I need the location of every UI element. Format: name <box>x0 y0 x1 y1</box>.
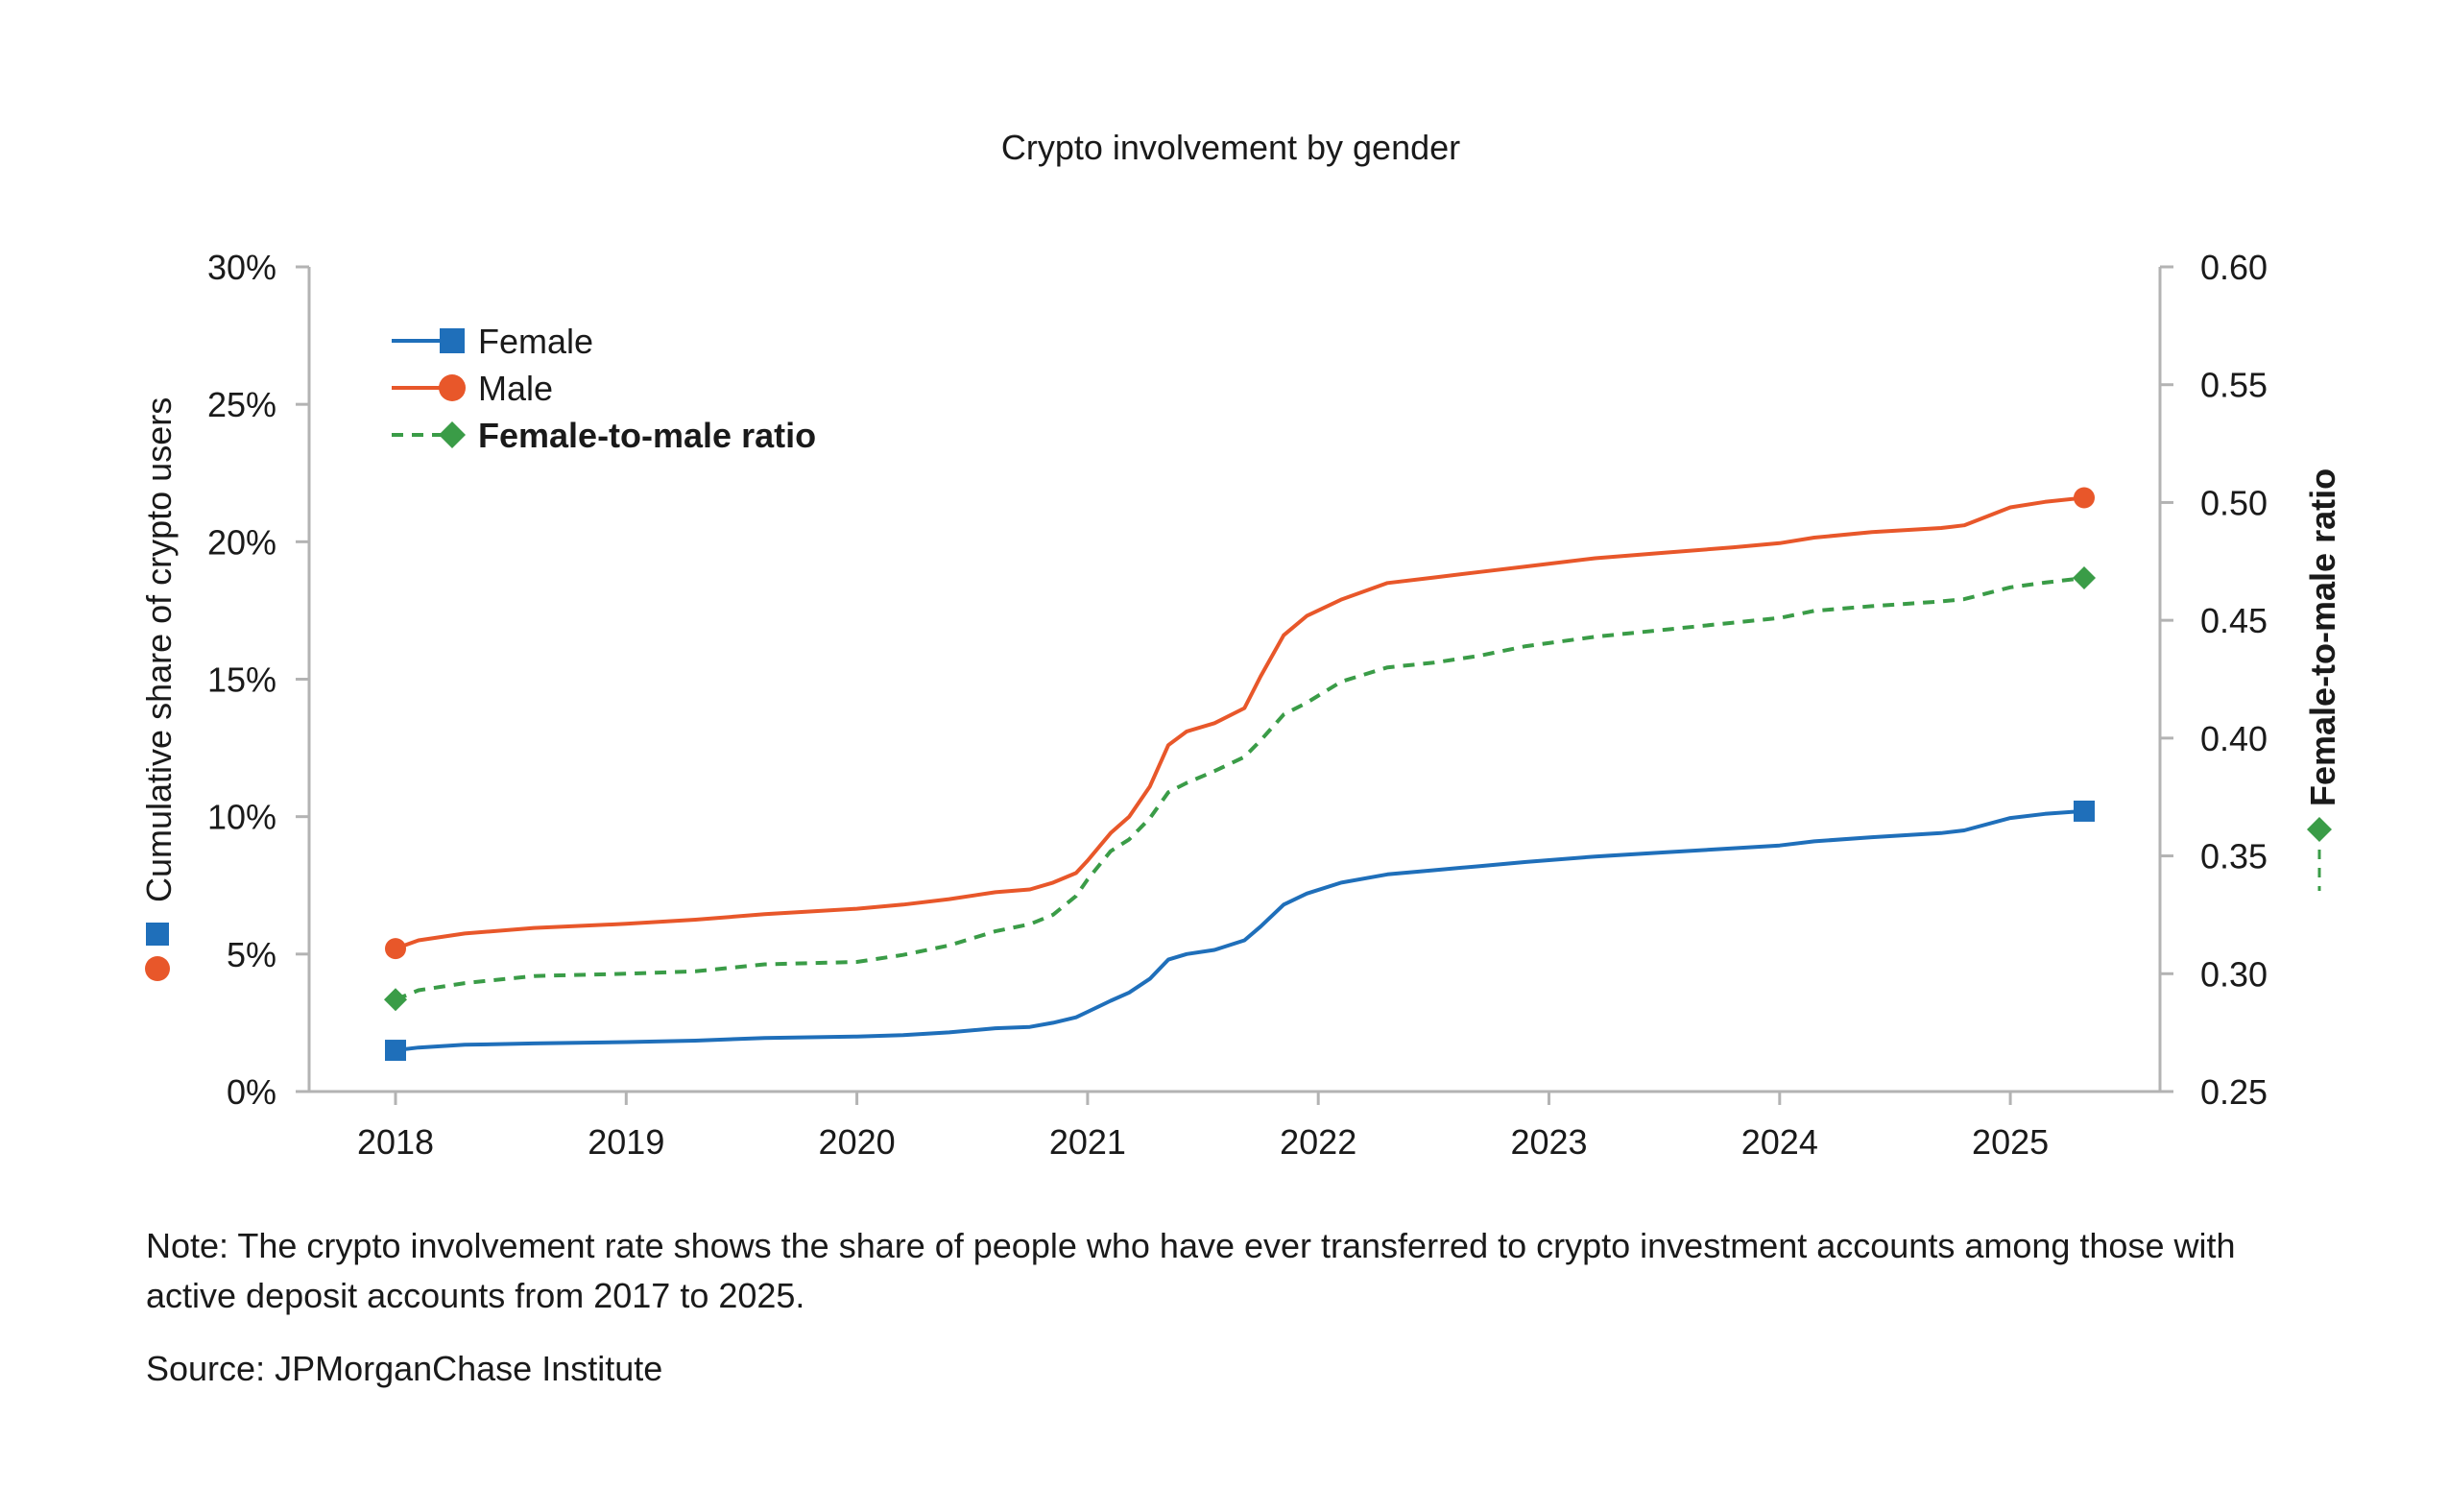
legend-item-female: Female <box>392 322 593 361</box>
legend: Female Male Female-to-male ratio <box>392 322 816 455</box>
legend-item-ratio: Female-to-male ratio <box>392 416 816 455</box>
right-axis-ratio-diamond <box>2307 817 2332 842</box>
right-tick-label: 0.60 <box>2200 248 2268 287</box>
series-line-female <box>394 808 2086 1052</box>
x-tick-label: 2018 <box>357 1122 434 1162</box>
legend-female-square <box>440 328 465 353</box>
left-tick-label: 0% <box>227 1072 276 1112</box>
left-axis-male-marker <box>145 956 170 981</box>
x-tick-label: 2025 <box>1972 1122 2049 1162</box>
legend-male-circle <box>439 374 466 401</box>
tick-labels: 0% 5% 10% 15% 20% 25% 30% 0.25 0.30 0.35 0.40 0.45 0… <box>207 248 2268 1162</box>
legend-label-male: Male <box>478 369 553 408</box>
right-axis-legend-marker <box>2307 817 2332 891</box>
series-line-female-to-male-ratio <box>395 576 2085 1002</box>
legend-label-female: Female <box>478 322 593 361</box>
chart-source: Source: JPMorganChase Institute <box>146 1349 663 1388</box>
left-tick-label: 15% <box>207 660 276 700</box>
left-tick-label: 30% <box>207 248 276 287</box>
marker-female-start <box>385 1040 406 1062</box>
chart-title: Crypto involvement by gender <box>1001 128 1460 167</box>
left-axis-female-marker <box>146 923 169 946</box>
right-tick-label: 0.25 <box>2200 1072 2268 1112</box>
marker-female-to-male-ratio-start <box>384 988 407 1012</box>
series-markers <box>384 487 2096 1062</box>
x-tick-label: 2023 <box>1510 1122 1587 1162</box>
right-tick-label: 0.40 <box>2200 719 2268 758</box>
marker-male-end <box>2073 487 2095 509</box>
series-line-male <box>394 495 2086 951</box>
x-tick-label: 2021 <box>1049 1122 1126 1162</box>
chart-note: Note: The crypto involvement rate shows … <box>146 1226 2236 1315</box>
right-axis-title: Female-to-male ratio <box>2303 468 2342 806</box>
left-axis-title: Cumulative share of crypto users <box>139 397 179 902</box>
marker-female-to-male-ratio-end <box>2072 565 2096 589</box>
x-tick-label: 2024 <box>1741 1122 1818 1162</box>
left-tick-label: 25% <box>207 385 276 424</box>
right-tick-label: 0.30 <box>2200 954 2268 994</box>
right-tick-label: 0.50 <box>2200 483 2268 522</box>
left-tick-label: 5% <box>227 935 276 974</box>
x-tick-label: 2022 <box>1280 1122 1356 1162</box>
left-tick-label: 10% <box>207 798 276 837</box>
legend-item-male: Male <box>392 369 553 408</box>
axes <box>296 265 2173 1105</box>
marker-male-start <box>385 938 406 960</box>
series-lines <box>394 495 2086 1052</box>
right-tick-label: 0.55 <box>2200 366 2268 405</box>
x-tick-label: 2019 <box>588 1122 664 1162</box>
right-tick-label: 0.35 <box>2200 837 2268 876</box>
x-tick-label: 2020 <box>819 1122 896 1162</box>
marker-female-end <box>2073 800 2095 822</box>
left-axis-legend-markers <box>145 923 170 981</box>
left-tick-label: 20% <box>207 522 276 562</box>
right-tick-label: 0.45 <box>2200 601 2268 640</box>
legend-label-ratio: Female-to-male ratio <box>478 416 816 455</box>
legend-ratio-diamond <box>439 421 466 448</box>
